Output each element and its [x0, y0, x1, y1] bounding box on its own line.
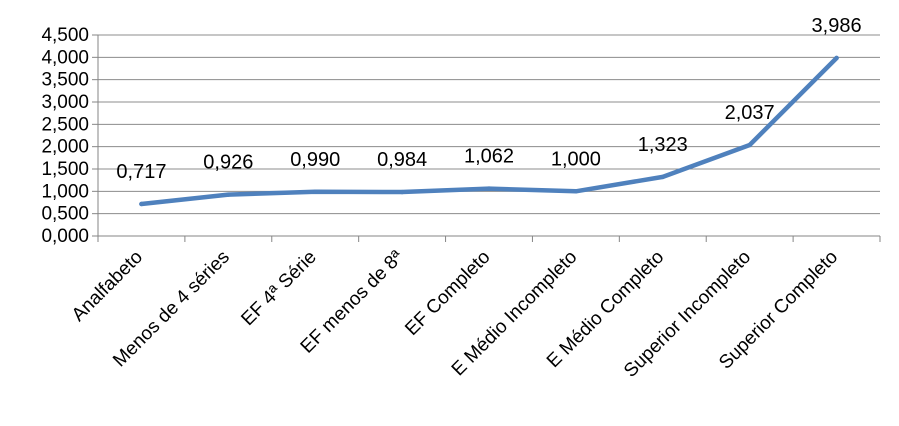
- y-tick-label: 3,500: [41, 70, 89, 91]
- x-category-label: EF Completo: [401, 247, 494, 340]
- data-label: 1,000: [551, 148, 601, 170]
- data-point: [573, 189, 579, 194]
- y-tick-labels: 0,0000,5001,0001,5002,0002,5003,0003,500…: [41, 25, 89, 247]
- data-label: 0,984: [377, 149, 427, 171]
- y-tick-label: 0,000: [41, 226, 89, 247]
- data-point: [747, 142, 752, 148]
- data-label: 0,926: [203, 152, 253, 174]
- y-tick-label: 0,500: [41, 204, 89, 225]
- data-point: [226, 192, 231, 197]
- data-labels: 0,717 0,926 0,990 0,984 1,062 1,000 1,323 2,037…: [116, 15, 861, 183]
- data-label: 1,323: [638, 134, 688, 156]
- data-point: [313, 189, 318, 194]
- y-tick-label: 1,500: [41, 159, 89, 180]
- y-tick-label: 2,500: [41, 114, 89, 135]
- data-label: 2,037: [725, 102, 775, 124]
- data-label: 1,062: [464, 146, 514, 168]
- data-label: 3,986: [812, 15, 862, 37]
- data-label: 0,717: [116, 161, 166, 183]
- data-label: 0,990: [290, 149, 340, 171]
- y-tick-label: 4,500: [41, 25, 89, 46]
- data-point: [486, 186, 492, 191]
- y-tick-label: 2,000: [41, 137, 89, 158]
- data-point: [834, 55, 839, 61]
- x-category-label: Analfabeto: [68, 247, 147, 326]
- data-point: [660, 174, 665, 180]
- gridlines: [98, 34, 880, 215]
- y-tick-label: 3,000: [41, 92, 89, 113]
- data-point: [399, 189, 405, 195]
- x-category-label: EF 4ª Série: [237, 247, 320, 330]
- series-lines: [139, 55, 839, 207]
- axes: [92, 34, 881, 242]
- y-tick-label: 4,000: [41, 47, 89, 68]
- data-point: [139, 201, 144, 207]
- y-tick-label: 1,000: [41, 181, 89, 202]
